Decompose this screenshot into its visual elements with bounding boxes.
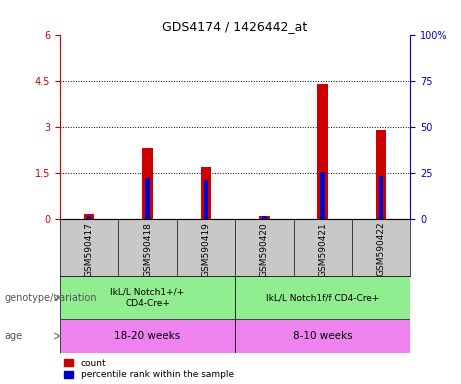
Text: genotype/variation: genotype/variation: [5, 293, 97, 303]
Bar: [60, 276, 235, 319]
Text: 18-20 weeks: 18-20 weeks: [114, 331, 181, 341]
Bar: [262, 216, 266, 219]
Bar: [201, 167, 211, 219]
Bar: [320, 172, 325, 219]
Bar: [60, 319, 235, 353]
Title: GDS4174 / 1426442_at: GDS4174 / 1426442_at: [162, 20, 308, 33]
Text: GSM590420: GSM590420: [260, 222, 269, 276]
Bar: [235, 276, 410, 319]
Bar: [142, 148, 153, 219]
Bar: [204, 180, 208, 219]
Bar: [145, 178, 150, 219]
Text: age: age: [5, 331, 23, 341]
Text: GSM590422: GSM590422: [377, 222, 385, 276]
Legend: count, percentile rank within the sample: count, percentile rank within the sample: [65, 359, 234, 379]
Bar: [235, 319, 410, 353]
Text: GSM590421: GSM590421: [318, 222, 327, 276]
Text: 8-10 weeks: 8-10 weeks: [293, 331, 353, 341]
Bar: [318, 84, 328, 219]
Bar: [376, 130, 386, 219]
Bar: [259, 216, 270, 219]
Bar: [379, 177, 384, 219]
Text: GSM590417: GSM590417: [85, 222, 94, 276]
Bar: [84, 214, 95, 219]
Text: GSM590418: GSM590418: [143, 222, 152, 276]
Text: IkL/L Notch1f/f CD4-Cre+: IkL/L Notch1f/f CD4-Cre+: [266, 293, 379, 302]
Text: IkL/L Notch1+/+
CD4-Cre+: IkL/L Notch1+/+ CD4-Cre+: [111, 288, 184, 308]
Text: GSM590419: GSM590419: [201, 222, 210, 276]
Bar: [87, 216, 91, 219]
